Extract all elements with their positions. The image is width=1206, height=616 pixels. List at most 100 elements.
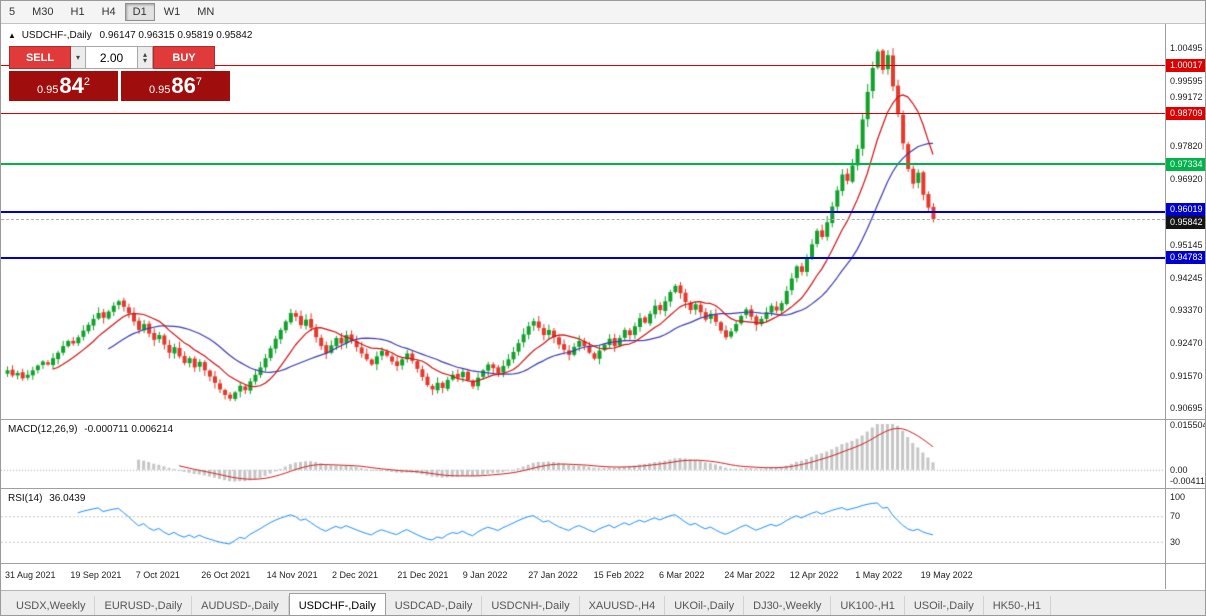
tab-usdcnh-daily[interactable]: USDCNH-,Daily [482, 596, 580, 615]
price-level-badge: 1.00017 [1166, 59, 1205, 73]
price-axis-label: 0.92470 [1170, 337, 1203, 348]
current-price-badge: 0.95842 [1166, 216, 1205, 230]
rsi-value: 36.0439 [49, 493, 86, 504]
volume-dropdown-button[interactable]: ▾ [71, 46, 86, 69]
tab-usdx-weekly[interactable]: USDX,Weekly [7, 596, 96, 615]
chart-tab-bar: USDX,Weekly EURUSD-,Daily AUDUSD-,Daily USD… [1, 590, 1205, 615]
macd-axis-label: 0.00 [1170, 464, 1188, 475]
horizontal-line-0.96019[interactable] [1, 211, 1165, 214]
volume-spinner[interactable]: ▴ ▾ [138, 46, 153, 69]
date-axis-label: 9 Jan 2022 [462, 570, 508, 580]
date-axis-label: 12 Apr 2022 [789, 570, 839, 580]
sell-button[interactable]: SELL [9, 46, 71, 69]
tab-ukoil-daily[interactable]: UKOil-,Daily [665, 596, 745, 615]
bid-pipette: 2 [83, 75, 91, 88]
date-axis-label: 19 May 2022 [920, 570, 973, 580]
price-axis-label: 0.96920 [1170, 174, 1203, 185]
panel-separator-rsi[interactable] [1, 488, 1205, 489]
timeframe-button-h4[interactable]: H4 [101, 6, 116, 18]
order-controls-row: SELL ▾ ▴ ▾ BUY [9, 46, 233, 69]
rsi-label: RSI(14) [8, 493, 43, 504]
date-axis-label: 26 Oct 2021 [201, 570, 251, 580]
date-axis-label: 2 Dec 2021 [332, 570, 379, 580]
horizontal-line-0.94783[interactable] [1, 256, 1165, 259]
price-level-badge: 0.94783 [1166, 251, 1205, 265]
macd-axis-label: -0.004118 [1170, 476, 1206, 486]
timeframe-button-5[interactable]: 5 [9, 6, 16, 18]
price-level-badge: 0.97334 [1166, 157, 1205, 171]
price-axis-label: 0.93370 [1170, 304, 1203, 315]
bid-price-line [1, 218, 1165, 220]
date-axis-label: 31 Aug 2021 [5, 570, 56, 580]
bid-big-digits: 84 [59, 73, 84, 98]
panel-separator-dates [1, 563, 1205, 564]
date-axis-label: 7 Oct 2021 [135, 570, 180, 580]
date-axis-label: 19 Sep 2021 [70, 570, 122, 580]
price-display-row: 0.95 84 2 0.95 86 7 [9, 71, 233, 101]
rsi-indicator-canvas[interactable] [1, 489, 1165, 563]
price-axis-label: 0.99172 [1170, 91, 1203, 102]
price-axis-label: 0.90695 [1170, 403, 1203, 413]
horizontal-line-0.97334[interactable] [1, 163, 1165, 166]
date-axis-label: 6 Mar 2022 [659, 570, 705, 580]
tab-xauusd-h4[interactable]: XAUUSD-,H4 [580, 596, 666, 615]
bid-prefix: 0.95 [36, 83, 59, 96]
dropdown-arrow-icon: ▾ [75, 52, 80, 62]
tab-uk100-h1[interactable]: UK100-,H1 [831, 596, 905, 615]
tab-usdchf-daily[interactable]: USDCHF-,Daily [288, 593, 386, 615]
timeframe-button-w1[interactable]: W1 [163, 6, 181, 18]
rsi-axis-label: 70 [1170, 511, 1181, 522]
macd-label: MACD(12,26,9) [8, 424, 78, 435]
collapse-triangle-icon[interactable]: ▲ [8, 31, 16, 40]
rsi-legend: RSI(14) 36.0439 [8, 493, 85, 504]
price-axis-label: 1.00495 [1170, 42, 1203, 53]
chart-legend: ▲ USDCHF-,Daily 0.96147 0.96315 0.95819 … [8, 30, 252, 41]
tab-audusd-daily[interactable]: AUDUSD-,Daily [192, 596, 289, 615]
timeframe-button-m30[interactable]: M30 [32, 6, 54, 18]
price-level-badge: 0.96019 [1166, 202, 1205, 216]
rsi-axis-label: 30 [1170, 536, 1181, 547]
timeframe-button-h1[interactable]: H1 [70, 6, 85, 18]
spinner-down-icon: ▾ [142, 55, 147, 65]
timeframe-button-d1[interactable]: D1 [124, 3, 155, 21]
chart-symbol-title: USDCHF-,Daily [21, 30, 92, 41]
ask-big-digits: 86 [171, 73, 196, 98]
price-axis-separator [1165, 24, 1166, 589]
macd-axis-label: 0.015504 [1170, 420, 1206, 430]
date-axis-label: 27 Jan 2022 [528, 570, 578, 580]
tab-usdcad-daily[interactable]: USDCAD-,Daily [386, 596, 483, 615]
price-axis-label: 0.95145 [1170, 239, 1203, 250]
date-axis-label: 1 May 2022 [855, 570, 903, 580]
macd-values: -0.000711 0.006214 [84, 424, 174, 435]
panel-separator-macd[interactable] [1, 419, 1205, 420]
macd-legend: MACD(12,26,9) -0.000711 0.006214 [8, 424, 173, 435]
price-axis-label: 0.99595 [1170, 76, 1203, 87]
one-click-trading-panel: SELL ▾ ▴ ▾ BUY 0.95 84 2 0.95 86 7 [9, 46, 233, 101]
ask-pipette: 7 [195, 75, 203, 88]
macd-indicator-canvas[interactable] [1, 420, 1165, 488]
price-axis-label: 0.91570 [1170, 370, 1203, 381]
date-axis-label: 21 Dec 2021 [397, 570, 449, 580]
date-axis-label: 15 Feb 2022 [593, 570, 645, 580]
price-axis-label: 0.97820 [1170, 141, 1203, 152]
horizontal-line-1.00017[interactable] [1, 65, 1165, 67]
buy-button[interactable]: BUY [153, 46, 215, 69]
ask-prefix: 0.95 [148, 83, 171, 96]
tab-dj30-weekly[interactable]: DJ30-,Weekly [744, 596, 832, 615]
buy-price-display[interactable]: 0.95 86 7 [121, 71, 230, 101]
horizontal-line-0.98709[interactable] [1, 113, 1165, 115]
date-axis-label: 24 Mar 2022 [724, 570, 775, 580]
date-axis-label: 14 Nov 2021 [266, 570, 318, 580]
spinner-up-icon: ▴ [142, 49, 147, 59]
sell-price-display[interactable]: 0.95 84 2 [9, 71, 118, 101]
price-axis-label: 0.94245 [1170, 272, 1203, 283]
timeframe-button-mn[interactable]: MN [197, 6, 215, 18]
timeframe-toolbar: 5 M30 H1 H4 D1 W1 MN [1, 1, 1205, 24]
chart-ohlc-values: 0.96147 0.96315 0.95819 0.95842 [99, 30, 253, 41]
price-level-badge: 0.98709 [1166, 107, 1205, 121]
volume-input[interactable] [86, 46, 138, 69]
tab-usoil-daily[interactable]: USOil-,Daily [905, 596, 984, 615]
tab-eurusd-daily[interactable]: EURUSD-,Daily [95, 596, 193, 615]
tab-hk50-h1[interactable]: HK50-,H1 [984, 596, 1052, 615]
